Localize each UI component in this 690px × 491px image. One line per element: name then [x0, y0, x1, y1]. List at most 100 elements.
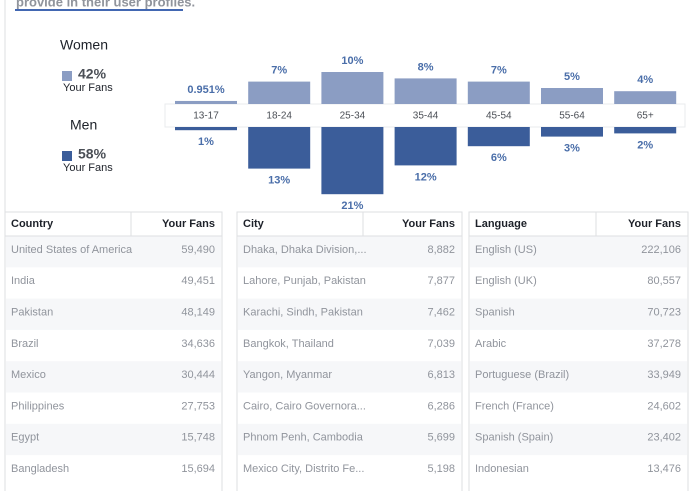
- cell-name: Mexico: [11, 369, 46, 381]
- cell-fans: 23,402: [647, 432, 681, 444]
- cell-fans: 15,694: [181, 463, 215, 475]
- row-shade: [470, 423, 687, 456]
- cell-fans: 59,490: [181, 244, 215, 256]
- row-shade: [238, 423, 461, 456]
- age-label: 13-17: [193, 111, 219, 122]
- cell-name: Spanish: [475, 307, 515, 319]
- cell-fans: 80,557: [647, 275, 681, 287]
- cell-name: Pakistan: [11, 307, 53, 319]
- cell-name: Dhaka, Dhaka Division,...: [243, 244, 367, 256]
- cell-name: Bangladesh: [11, 463, 69, 475]
- column-header: City: [243, 218, 265, 230]
- bar-label: 2%: [637, 139, 653, 151]
- cell-fans: 6,286: [427, 400, 455, 412]
- row-shade: [6, 423, 221, 456]
- bar: [321, 72, 384, 104]
- cell-fans: 30,444: [181, 369, 215, 381]
- cell-name: Arabic: [475, 338, 507, 350]
- gender-name: Women: [60, 37, 108, 53]
- bar-label: 13%: [268, 175, 290, 187]
- cell-fans: 5,699: [427, 432, 455, 444]
- bar-label: 5%: [564, 71, 580, 83]
- cell-name: English (US): [475, 244, 537, 256]
- gender-percent: 58%: [78, 146, 107, 162]
- cell-fans: 222,106: [641, 244, 681, 256]
- legend-swatch: [62, 71, 72, 81]
- age-label: 25-34: [340, 111, 366, 122]
- gender-caption: Your Fans: [63, 82, 113, 94]
- bar: [394, 78, 457, 104]
- cell-name: Mexico City, Distrito Fe...: [243, 463, 364, 475]
- cell-name: Brazil: [11, 338, 39, 350]
- cell-fans: 24,602: [647, 400, 681, 412]
- bar-label: 1%: [198, 136, 214, 148]
- cell-fans: 13,476: [647, 463, 681, 475]
- cell-fans: 34,636: [181, 338, 215, 350]
- legend-swatch: [62, 151, 72, 161]
- bar: [614, 127, 677, 134]
- cell-fans: 7,462: [427, 307, 455, 319]
- age-label: 55-64: [559, 111, 585, 122]
- cell-fans: 37,278: [647, 338, 681, 350]
- cell-name: India: [11, 275, 36, 287]
- cell-name: Lahore, Punjab, Pakistan: [243, 275, 366, 287]
- cell-fans: 33,949: [647, 369, 681, 381]
- cell-name: English (UK): [475, 275, 537, 287]
- column-header: Country: [11, 218, 54, 230]
- cell-fans: 7,877: [427, 275, 455, 287]
- cell-name: Yangon, Myanmar: [243, 369, 332, 381]
- bar: [175, 100, 237, 104]
- cell-name: Cairo, Cairo Governora...: [243, 400, 366, 412]
- cell-name: Spanish (Spain): [475, 432, 553, 444]
- bar-label: 7%: [491, 65, 507, 77]
- gender-percent: 42%: [78, 66, 107, 82]
- cell-name: Karachi, Sindh, Pakistan: [243, 307, 363, 319]
- cell-fans: 7,039: [427, 338, 455, 350]
- bar: [541, 88, 603, 104]
- cell-name: Egypt: [11, 432, 39, 444]
- bar-label: 21%: [341, 200, 363, 212]
- bar-label: 12%: [415, 171, 437, 183]
- cell-fans: 27,753: [181, 400, 215, 412]
- column-header: Your Fans: [162, 218, 215, 230]
- bar: [467, 127, 530, 147]
- row-shade: [470, 236, 687, 268]
- bar-label: 10%: [341, 55, 363, 67]
- row-shade: [238, 236, 461, 268]
- row-shade: [238, 298, 461, 330]
- cell-name: French (France): [475, 400, 554, 412]
- bar: [394, 127, 457, 166]
- bar: [541, 127, 603, 137]
- column-header: Your Fans: [628, 218, 681, 230]
- column-header: Language: [475, 218, 527, 230]
- cell-fans: 70,723: [647, 307, 681, 319]
- bar-label: 4%: [637, 74, 653, 86]
- cell-name: Indonesian: [475, 463, 529, 475]
- gender-name: Men: [70, 117, 97, 133]
- bar: [248, 127, 311, 169]
- cell-name: Portuguese (Brazil): [475, 369, 569, 381]
- bar-label: 6%: [491, 152, 507, 164]
- cell-fans: 15,748: [181, 432, 215, 444]
- age-label: 35-44: [413, 111, 439, 122]
- cell-fans: 8,882: [427, 244, 455, 256]
- bar: [248, 81, 311, 104]
- gender-caption: Your Fans: [63, 162, 113, 174]
- cell-fans: 6,813: [427, 369, 455, 381]
- row-shade: [6, 298, 221, 330]
- row-shade: [470, 361, 687, 393]
- bar-label: 7%: [271, 65, 287, 77]
- cell-fans: 49,451: [181, 275, 215, 287]
- column-header: Your Fans: [402, 218, 455, 230]
- row-shade: [6, 361, 221, 393]
- header-text: provide in their user profiles.: [16, 0, 195, 9]
- row-shade: [238, 361, 461, 393]
- cell-name: United States of America: [11, 244, 133, 256]
- bar-label: 3%: [564, 143, 580, 155]
- age-label: 18-24: [266, 111, 292, 122]
- row-shade: [6, 236, 221, 268]
- bar: [614, 91, 677, 104]
- cell-name: Philippines: [11, 400, 65, 412]
- cell-name: Phnom Penh, Cambodia: [243, 432, 364, 444]
